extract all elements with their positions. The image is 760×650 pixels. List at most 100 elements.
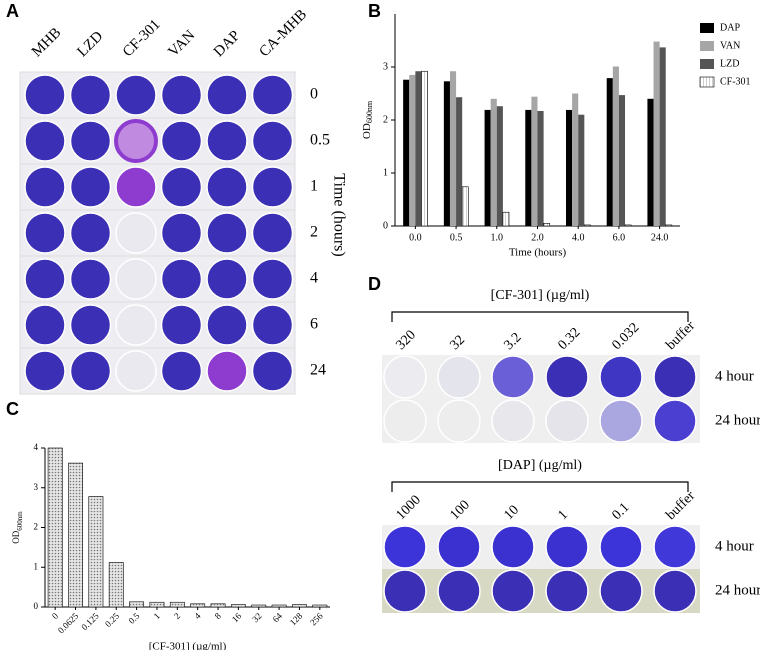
bar xyxy=(421,70,428,227)
y-tick-label: 1 xyxy=(34,561,39,571)
x-tick-label: 0.0 xyxy=(409,232,422,243)
well xyxy=(206,74,248,116)
x-tick-label: 0 xyxy=(50,610,61,621)
well xyxy=(206,258,248,300)
x-tick-label: 4 xyxy=(192,610,203,621)
well xyxy=(24,350,66,392)
column-label: 320 xyxy=(393,328,418,353)
well xyxy=(160,120,203,162)
bar xyxy=(230,604,246,608)
y-tick-label: 3 xyxy=(383,61,388,72)
well xyxy=(160,304,203,346)
row-label: 4 hour xyxy=(715,538,754,554)
plate-strip xyxy=(19,301,296,349)
column-label: 3.2 xyxy=(501,330,524,353)
well xyxy=(206,212,248,254)
well xyxy=(545,525,589,569)
column-label: 0.1 xyxy=(609,500,632,523)
plate-strip xyxy=(19,71,296,119)
well xyxy=(653,569,697,613)
well xyxy=(491,525,535,569)
well xyxy=(69,166,112,208)
panel-label: D xyxy=(368,274,381,294)
x-tick-label: 0.0625 xyxy=(56,610,81,635)
plate-strip xyxy=(382,355,700,399)
x-tick-label: 1 xyxy=(152,611,162,621)
y-axis-label: OD600nm xyxy=(11,511,24,544)
legend-label: DAP xyxy=(720,22,740,33)
bracket xyxy=(391,481,689,492)
bar xyxy=(456,97,463,227)
bar xyxy=(584,224,591,227)
well xyxy=(69,120,112,162)
well xyxy=(491,569,535,613)
legend-label: LZD xyxy=(720,58,739,69)
x-tick-label: 2 xyxy=(172,611,182,621)
well xyxy=(206,304,248,346)
bar xyxy=(169,601,185,608)
well xyxy=(251,350,294,392)
well xyxy=(115,258,157,300)
row-label: 24 hour xyxy=(715,582,760,598)
y-tick-label: 2 xyxy=(34,522,39,532)
plate-strip xyxy=(19,209,296,257)
x-tick-label: 2.0 xyxy=(531,232,544,243)
well xyxy=(115,212,157,254)
y-axis-label-main: OD xyxy=(11,530,21,543)
legend-label: VAN xyxy=(720,40,740,51)
well xyxy=(206,166,248,208)
bar xyxy=(665,224,673,227)
bar xyxy=(543,223,551,227)
well xyxy=(115,350,157,392)
x-tick-label: 4.0 xyxy=(572,232,585,243)
column-label: CA-MHB xyxy=(256,7,310,61)
axis-label: Time (hours) xyxy=(330,173,347,256)
well xyxy=(160,258,203,300)
column-label: buffer xyxy=(663,488,698,523)
well xyxy=(383,569,427,613)
bar xyxy=(578,114,585,226)
row-label: 0.5 xyxy=(310,132,330,149)
well xyxy=(599,569,643,613)
bar xyxy=(403,79,410,226)
column-label: VAN xyxy=(165,27,198,60)
column-label: 0.32 xyxy=(555,325,583,353)
row-label: 6 xyxy=(310,316,318,333)
x-tick-label: 64 xyxy=(271,610,285,624)
well xyxy=(115,304,157,346)
well xyxy=(653,399,697,443)
well xyxy=(251,304,294,346)
bar xyxy=(531,96,538,227)
well xyxy=(383,525,427,569)
well xyxy=(69,258,112,300)
bar xyxy=(525,109,532,226)
bar xyxy=(618,95,626,226)
x-tick-label: 16 xyxy=(230,610,244,624)
bar xyxy=(496,106,503,226)
well xyxy=(545,569,589,613)
plate-strip xyxy=(382,525,700,569)
well xyxy=(251,166,294,208)
column-label: 0.032 xyxy=(609,320,642,353)
bar xyxy=(490,98,497,226)
x-tick-label: 24.0 xyxy=(651,232,669,243)
column-label: CF-301 xyxy=(120,17,164,61)
column-label: LZD xyxy=(74,28,106,60)
y-tick-label: 0 xyxy=(34,601,39,611)
well xyxy=(69,212,112,254)
panel-label: C xyxy=(6,399,19,419)
y-tick-label: 0 xyxy=(383,220,388,231)
bar xyxy=(292,604,307,608)
y-axis-label: OD600nm xyxy=(361,100,374,139)
well xyxy=(160,166,203,208)
well xyxy=(160,212,203,254)
bar xyxy=(653,41,660,227)
row-label: 0 xyxy=(310,86,318,103)
bar xyxy=(606,78,613,226)
row-label: 2 xyxy=(310,224,318,241)
bar xyxy=(612,66,619,226)
well xyxy=(653,525,697,569)
well xyxy=(24,258,66,300)
well xyxy=(115,74,157,116)
